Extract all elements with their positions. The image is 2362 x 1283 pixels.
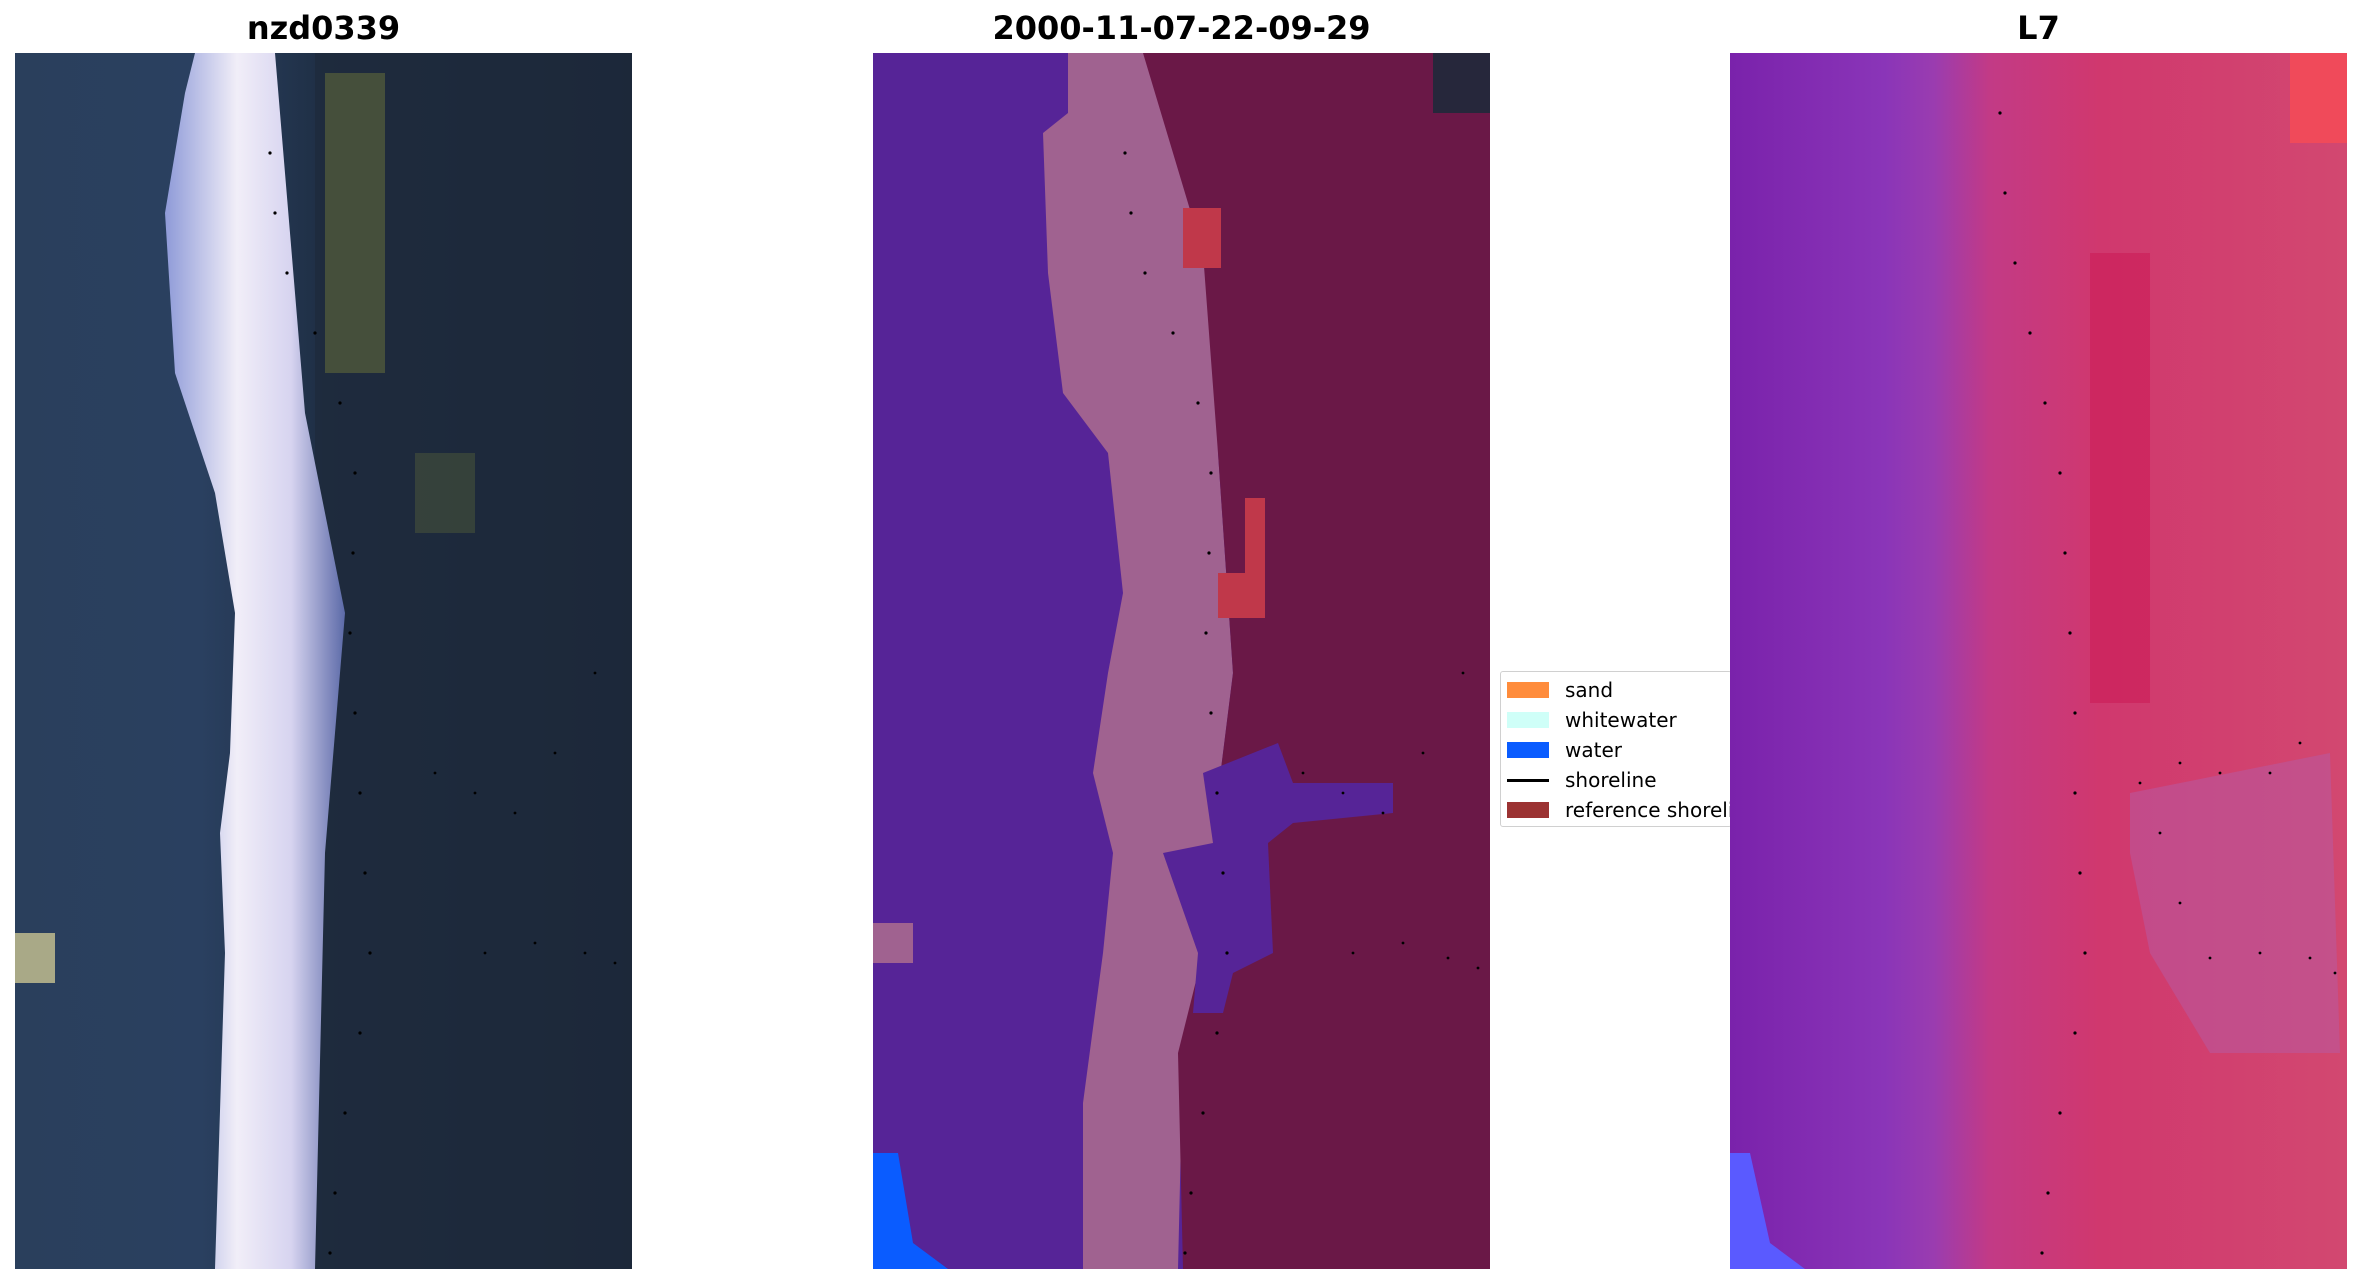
classification-panel [873,53,1490,1269]
legend-swatch-reference-shoreline [1507,802,1549,818]
legend-label-water: water [1565,738,1622,762]
legend-item-sand: sand [1507,675,1613,705]
satellite-l7-panel [1730,53,2347,1269]
map-legend: sand whitewater water shoreline referenc… [1500,671,1732,827]
panel-title-classification: 2000-11-07-22-09-29 [992,9,1371,47]
legend-item-shoreline: shoreline [1507,765,1657,795]
legend-item-whitewater: whitewater [1507,705,1677,735]
panel-title-satellite: L7 [2017,9,2060,47]
legend-swatch-water [1507,742,1549,758]
rgb-image-panel [15,53,632,1269]
legend-item-water: water [1507,735,1622,765]
legend-line-shoreline [1507,778,1549,782]
legend-label-reference-shoreline: reference shoreline [1565,798,1731,822]
legend-label-shoreline: shoreline [1565,768,1657,792]
legend-label-whitewater: whitewater [1565,708,1677,732]
panel-title-rgb: nzd0339 [246,9,401,47]
legend-item-reference-shoreline: reference shoreline [1507,795,1731,825]
legend-label-sand: sand [1565,678,1614,702]
legend-swatch-sand [1507,682,1549,698]
shoreline [268,151,617,1255]
legend-swatch-whitewater [1507,712,1549,728]
